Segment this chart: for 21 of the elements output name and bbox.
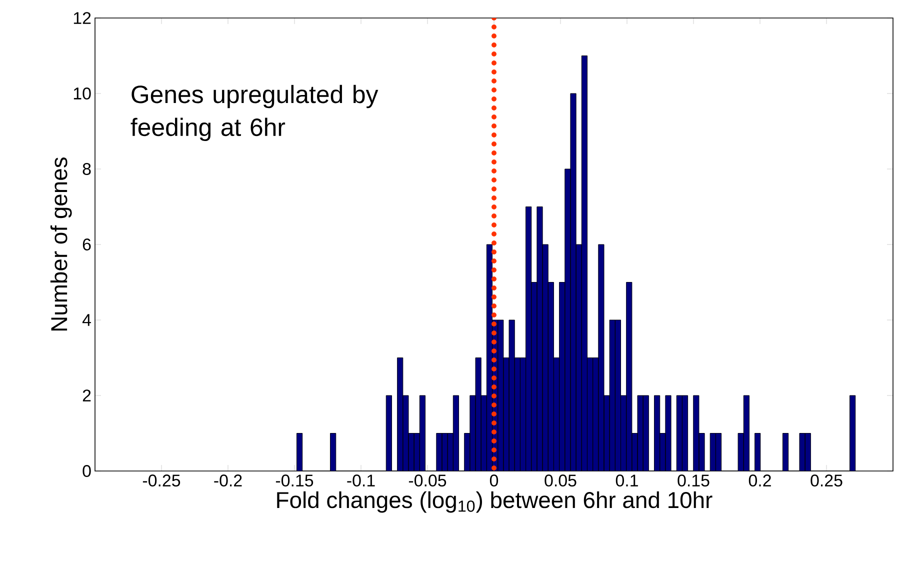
- x-tick-label: 0.05: [544, 474, 576, 487]
- y-tick-label: 0: [82, 465, 91, 477]
- x-tick-label: 0.2: [748, 474, 771, 487]
- x-tick-label: 0: [490, 474, 498, 487]
- x-axis-title: Fold changes (log$_{10}$) between 6hr and 10hr: [277, 491, 712, 513]
- x-tick-label: -0.05: [408, 474, 446, 487]
- y-tick-label: 4: [82, 314, 91, 326]
- x-tick-label: -0.2: [214, 474, 242, 487]
- x-tick-label: 0.25: [810, 474, 842, 487]
- y-tick-label: 2: [82, 390, 91, 402]
- x-tick-label: -0.1: [347, 474, 375, 487]
- x-tick-label: 0.15: [678, 474, 710, 487]
- annotation: Genes upregulated by feeding at 6hr: [130, 84, 378, 142]
- x-tick-label: -0.15: [276, 474, 314, 487]
- y-tick-label: 8: [82, 163, 91, 175]
- x-tick-label: 0.1: [616, 474, 638, 487]
- y-tick-label: 6: [82, 238, 91, 250]
- y-tick-label: 12: [74, 12, 91, 24]
- y-tick-label: 10: [74, 87, 91, 100]
- y-axis-title: Number of genes: [50, 157, 72, 331]
- x-tick-label: -0.25: [142, 474, 180, 487]
